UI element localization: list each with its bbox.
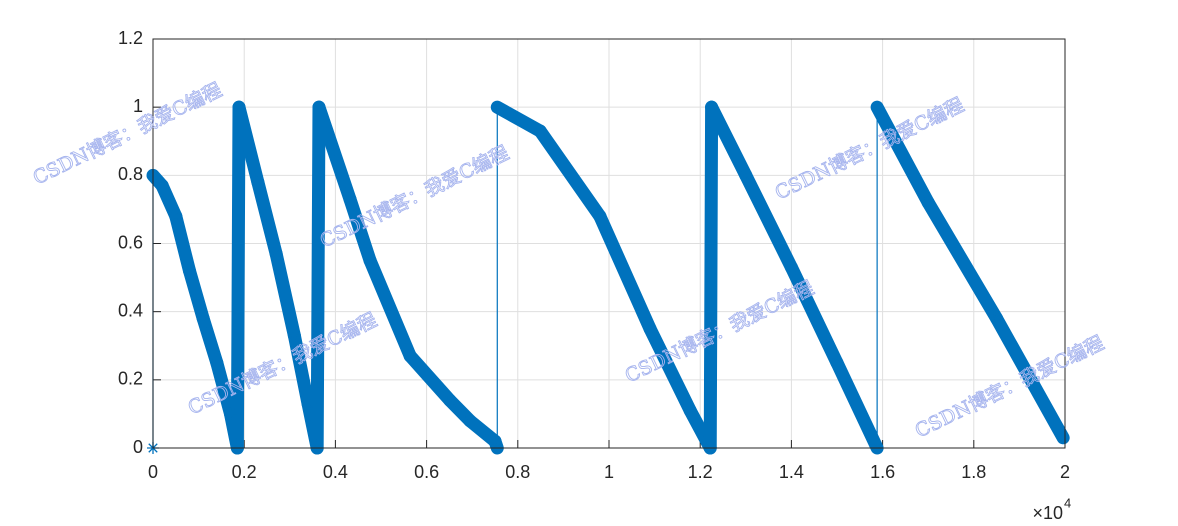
x-tick-label: 1.6 <box>870 462 895 482</box>
x-tick-label: 1.8 <box>961 462 986 482</box>
axes-box <box>152 38 1066 449</box>
marker <box>990 312 1003 325</box>
y-tick-label: 1 <box>133 96 143 116</box>
x-tick-label: 0.4 <box>323 462 348 482</box>
marker <box>684 404 697 417</box>
x-tick-label: 2 <box>1060 462 1070 482</box>
marker <box>463 414 476 427</box>
x-tick-label: 1 <box>604 462 614 482</box>
marker <box>871 101 884 114</box>
x-tick-label: 0 <box>148 462 158 482</box>
marker <box>593 210 606 223</box>
x-tick-label: 1.4 <box>779 462 804 482</box>
x-tick-label: 0.2 <box>232 462 257 482</box>
y-tick-label: 1.2 <box>118 28 143 48</box>
marker <box>404 349 417 362</box>
x-tick-label: 0.6 <box>414 462 439 482</box>
marker <box>183 264 196 277</box>
tick-labels: 0 0.2 0.4 0.6 0.8 1 1.2 1.4 1.6 1.8 2 0 0.2 0.4 0.6 0.8… <box>118 28 1071 523</box>
marker <box>491 101 504 114</box>
x-multiplier-exponent: 4 <box>1064 495 1071 510</box>
x-tick-label: 1.2 <box>688 462 713 482</box>
marker <box>156 179 169 192</box>
x-multiplier: ×10 <box>1032 503 1063 523</box>
marker <box>922 196 935 209</box>
y-tick-label: 0.8 <box>118 164 143 184</box>
marker <box>197 312 210 325</box>
marker <box>644 322 657 335</box>
series-line <box>152 106 1064 449</box>
marker <box>534 125 547 138</box>
marker <box>785 261 798 274</box>
marker <box>270 247 283 260</box>
marker <box>302 397 315 410</box>
y-tick-label: 0.2 <box>118 369 143 389</box>
plot-area <box>146 100 1070 455</box>
marker <box>364 254 377 267</box>
marker <box>169 210 182 223</box>
marker <box>705 101 718 114</box>
marker <box>831 356 843 369</box>
marker <box>224 407 237 420</box>
y-tick-label: 0.6 <box>118 232 143 252</box>
marker <box>312 101 325 114</box>
marker <box>489 435 501 448</box>
marker <box>1057 431 1070 444</box>
marker <box>739 169 752 182</box>
marker <box>288 329 301 342</box>
y-tick-label: 0.4 <box>118 300 143 320</box>
marker <box>233 101 246 114</box>
marker <box>251 176 264 189</box>
marker <box>210 356 223 369</box>
x-tick-label: 0.8 <box>505 462 530 482</box>
marker <box>343 193 356 206</box>
y-tick-label: 0 <box>133 437 143 457</box>
marker <box>443 394 456 407</box>
